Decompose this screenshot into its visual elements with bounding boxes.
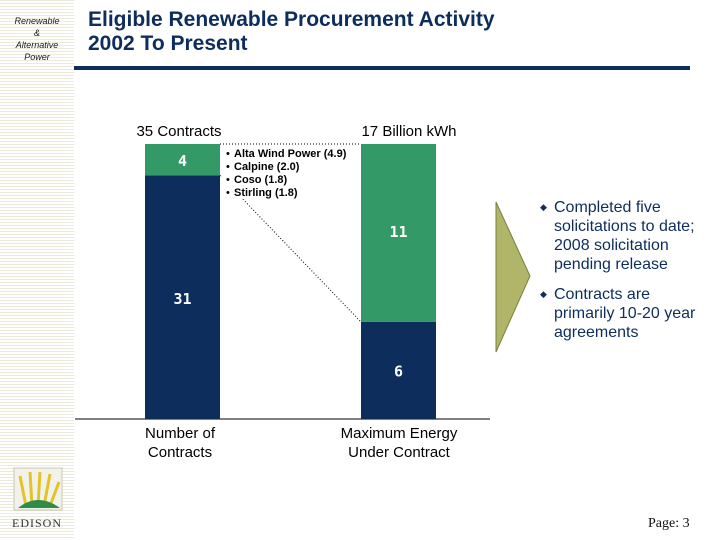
note-text: Contracts are primarily 10-20 year agree… xyxy=(554,286,696,341)
annotation-bullet-icon: • xyxy=(226,174,230,186)
section-label-line: & xyxy=(33,28,40,38)
note-item: ◆ Contracts are primarily 10-20 year agr… xyxy=(540,285,710,342)
title-line-1: Eligible Renewable Procurement Activity xyxy=(88,8,495,31)
bar-segment xyxy=(361,321,436,419)
category-label: Maximum Energy xyxy=(341,425,458,442)
bar-value-label: 31 xyxy=(173,290,191,308)
annotation-bullet-icon: • xyxy=(226,148,230,160)
annotation-bullet-icon: • xyxy=(226,187,230,199)
title-divider xyxy=(74,66,690,70)
connector-line xyxy=(219,175,362,323)
bar-value-label: 4 xyxy=(178,152,187,170)
annotation-item: Coso (1.8) xyxy=(234,174,288,186)
note-text: Completed five solicitations to date; 20… xyxy=(554,199,695,273)
section-label-line: Alternative xyxy=(15,40,59,50)
section-label-line: Renewable xyxy=(14,16,60,26)
sidebar: Renewable & Alternative Power EDISON xyxy=(0,0,74,540)
annotation-item: Stirling (1.8) xyxy=(234,187,298,199)
pointer-arrow-icon xyxy=(495,201,531,353)
page-number: Page: 3 xyxy=(648,516,690,531)
title-line-2: 2002 To Present xyxy=(88,32,248,55)
annotation-bullet-icon: • xyxy=(226,161,230,173)
section-label-line: Power xyxy=(24,52,50,62)
category-label: Number of xyxy=(145,425,216,442)
bar-segment xyxy=(145,175,220,419)
bar-total-label: 35 Contracts xyxy=(136,123,221,140)
category-label: Under Contract xyxy=(348,444,451,461)
annotation-item: Calpine (2.0) xyxy=(234,161,300,173)
edison-sun-logo-icon xyxy=(13,467,63,511)
section-label: Renewable & Alternative Power xyxy=(2,15,72,63)
bar-segment xyxy=(361,144,436,322)
bar-value-label: 11 xyxy=(389,223,407,241)
logo-text: EDISON xyxy=(12,516,62,530)
annotation-item: Alta Wind Power (4.9) xyxy=(234,148,347,160)
diamond-bullet-icon: ◆ xyxy=(540,289,547,299)
page-title: Eligible Renewable Procurement Activity … xyxy=(88,8,495,56)
bar-value-label: 6 xyxy=(394,362,403,380)
notes-list: ◆ Completed five solicitations to date; … xyxy=(540,198,710,353)
annotation-box xyxy=(222,145,360,199)
bar-segment xyxy=(145,144,220,176)
bar-total-label: 17 Billion kWh xyxy=(361,123,456,140)
category-label: Contracts xyxy=(148,444,212,461)
diamond-bullet-icon: ◆ xyxy=(540,202,547,212)
note-item: ◆ Completed five solicitations to date; … xyxy=(540,198,710,274)
